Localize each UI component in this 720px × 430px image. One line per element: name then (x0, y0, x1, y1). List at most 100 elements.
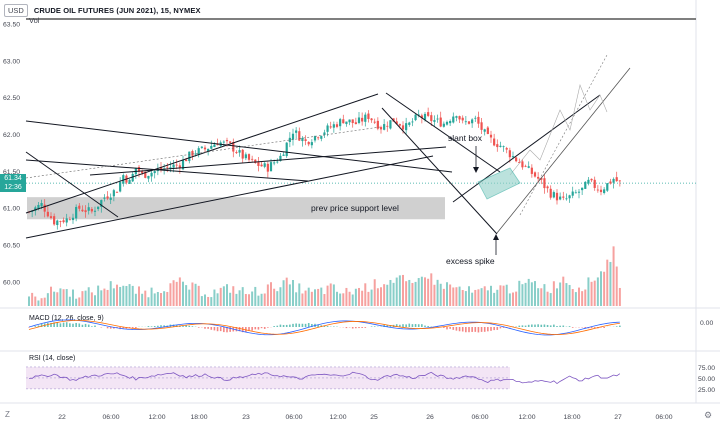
volume-bar (122, 286, 124, 306)
volume-bar (185, 285, 187, 306)
candle-body (556, 193, 558, 200)
rsi-y-tick: 25.00 (698, 387, 715, 394)
slant-box (478, 168, 520, 199)
candle-body (295, 130, 297, 132)
volume-bar (107, 290, 109, 306)
candle-body (330, 126, 332, 127)
candle-body (78, 206, 80, 209)
macd-bar (572, 327, 574, 328)
macd-bar (283, 325, 285, 327)
macd-bar (525, 326, 527, 327)
candle-body (339, 119, 341, 126)
y-tick-label: 60.00 (3, 279, 20, 286)
x-tick-label: 18:00 (563, 414, 580, 421)
candle-body (524, 166, 526, 167)
candle-body (276, 162, 278, 163)
candle-body (562, 197, 564, 198)
candle-body (75, 207, 77, 218)
candle-body (546, 186, 548, 188)
candle-body (606, 183, 608, 190)
volume-bar (506, 285, 508, 306)
volume-bar (446, 282, 448, 306)
macd-bar (229, 327, 231, 332)
volume-bar (471, 293, 473, 306)
candle-body (301, 138, 303, 141)
candle-body (320, 136, 322, 139)
macd-bar (493, 327, 495, 330)
volume-bar (609, 262, 611, 306)
volume-bar (493, 293, 495, 306)
volume-bar (279, 287, 281, 306)
macd-bar (182, 326, 184, 327)
x-tick-label: 26 (426, 414, 434, 421)
macd-bar (518, 326, 520, 327)
candle-body (490, 135, 492, 138)
candle-body (380, 127, 382, 129)
volume-bar (176, 282, 178, 306)
macd-bar (188, 326, 190, 327)
candle-body (559, 197, 561, 200)
candle-body (534, 172, 536, 176)
volume-bar (308, 288, 310, 306)
candle-body (333, 124, 335, 127)
macd-bar (333, 326, 335, 327)
macd-bar (286, 325, 288, 327)
volume-bar (132, 286, 134, 306)
trendline (26, 94, 378, 213)
macd-bar (531, 324, 533, 327)
currency-badge[interactable]: USD (4, 4, 28, 17)
candle-body (408, 123, 410, 125)
candle-body (292, 134, 294, 140)
volume-bar (195, 284, 197, 306)
volume-bar (521, 284, 523, 306)
volume-bar (452, 287, 454, 306)
volume-bar (358, 288, 360, 306)
candle-body (405, 123, 407, 130)
x-tick-label: 06:00 (285, 414, 302, 421)
volume-bar (484, 286, 486, 306)
candle-body (251, 159, 253, 160)
candle-body (389, 120, 391, 128)
macd-bar (217, 327, 219, 331)
timezone-button[interactable]: Z (5, 410, 10, 419)
candle-body (235, 152, 237, 153)
macd-bar (412, 324, 414, 327)
candle-body (374, 122, 376, 123)
candle-body (308, 142, 310, 144)
macd-bar (346, 327, 348, 328)
volume-bar (336, 292, 338, 306)
macd-bar (214, 327, 216, 330)
candle-body (386, 126, 388, 127)
volume-bar (330, 283, 332, 306)
macd-bar (302, 324, 304, 327)
volume-bar (569, 285, 571, 306)
gear-icon[interactable]: ⚙ (704, 410, 712, 421)
volume-bar (396, 278, 398, 306)
volume-bar (286, 278, 288, 306)
volume-bar (528, 279, 530, 306)
candle-body (358, 117, 360, 122)
volume-bar (364, 283, 366, 306)
volume-bar (383, 284, 385, 306)
support-label: prev price support level (311, 203, 399, 213)
macd-bar (264, 327, 266, 329)
volume-bar (584, 290, 586, 306)
volume-bar (100, 290, 102, 306)
macd-bar (402, 324, 404, 327)
x-tick-label: 06:00 (655, 414, 672, 421)
volume-bar (553, 281, 555, 306)
volume-bar (474, 290, 476, 306)
volume-bar (110, 281, 112, 306)
candle-body (304, 139, 306, 141)
volume-bar (323, 294, 325, 306)
volume-bar (242, 287, 244, 306)
candle-body (433, 120, 435, 122)
volume-bar (317, 289, 319, 306)
volume-bar (424, 277, 426, 306)
candle-body (323, 132, 325, 134)
slant-box-arrowhead (473, 167, 479, 173)
macd-bar (223, 327, 225, 332)
candle-body (612, 179, 614, 183)
volume-bar (613, 246, 615, 306)
volume-bar (339, 294, 341, 306)
